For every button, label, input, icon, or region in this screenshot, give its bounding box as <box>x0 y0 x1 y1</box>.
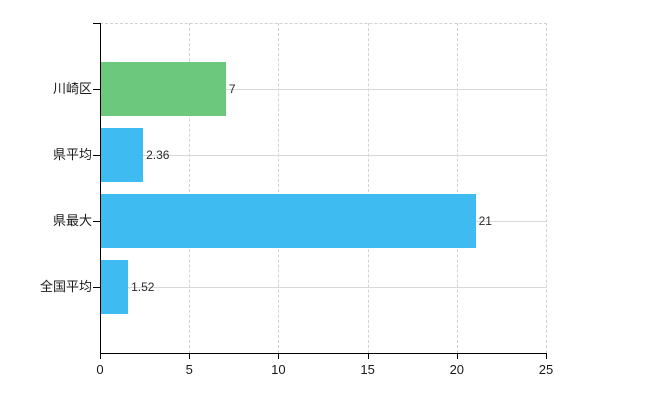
vertical-gridline <box>189 23 191 353</box>
vertical-gridline <box>456 23 458 353</box>
y-axis-label: 全国平均 <box>39 279 92 294</box>
y-axis-label: 県平均 <box>52 147 92 162</box>
y-tick <box>93 287 100 288</box>
x-tick <box>278 354 280 359</box>
y-tick <box>93 89 100 90</box>
y-axis-label: 県最大 <box>52 213 92 228</box>
x-tick <box>367 354 369 359</box>
y-axis-label: 川崎区 <box>52 81 92 96</box>
vertical-gridline <box>278 23 280 353</box>
x-axis <box>100 353 547 354</box>
x-tick <box>546 354 547 359</box>
x-tick <box>100 354 101 359</box>
x-axis-tick-label: 10 <box>271 362 286 377</box>
horizontal-gridline <box>100 89 546 90</box>
x-axis-tick-label: 25 <box>538 362 554 377</box>
bar <box>101 128 144 182</box>
horizontal-gridline <box>100 287 546 288</box>
y-axis-top-tick <box>93 23 100 24</box>
bar <box>101 62 226 116</box>
x-axis-tick-label: 20 <box>449 362 465 377</box>
plot-top-border <box>100 23 547 24</box>
x-axis-tick-label: 0 <box>96 362 104 377</box>
bar-value-label: 7 <box>228 82 236 96</box>
bar-value-label: 1.52 <box>131 280 155 294</box>
horizontal-gridline <box>100 155 546 156</box>
bar-value-label: 2.36 <box>146 148 170 162</box>
y-tick <box>93 155 100 156</box>
bar-value-label: 21 <box>478 214 492 228</box>
x-tick <box>456 354 458 359</box>
bar <box>101 260 129 314</box>
y-tick <box>93 221 100 222</box>
x-tick <box>189 354 191 359</box>
bar <box>101 194 476 248</box>
y-axis <box>100 23 101 354</box>
x-axis-tick-label: 15 <box>360 362 375 377</box>
vertical-gridline <box>546 23 547 353</box>
x-axis-tick-label: 5 <box>185 362 193 377</box>
vertical-gridline <box>367 23 369 353</box>
